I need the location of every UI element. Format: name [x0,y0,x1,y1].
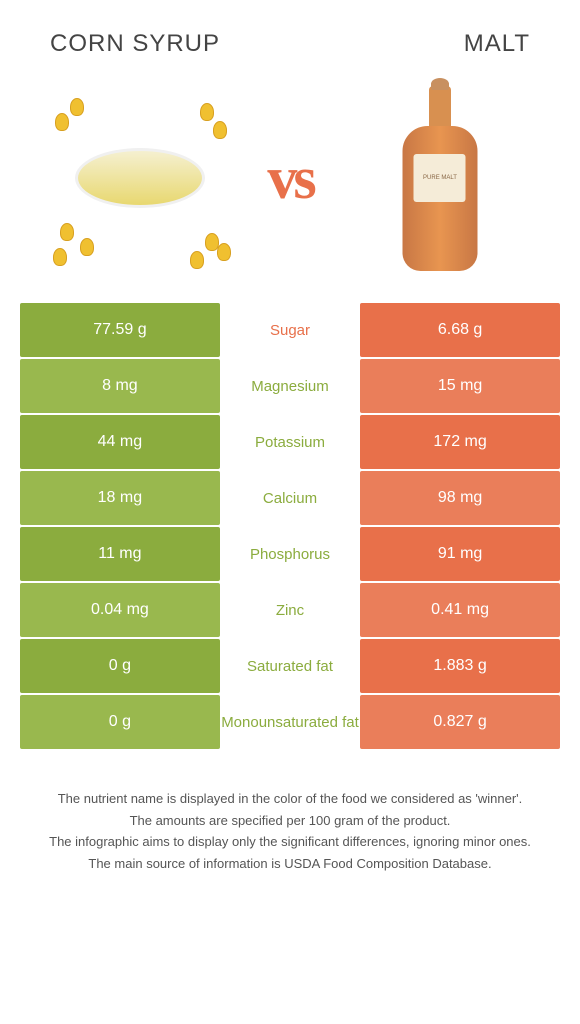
malt-bottle-icon: PURE MALT [402,86,477,271]
footer-line-1: The nutrient name is displayed in the co… [30,789,550,809]
table-row: 18 mgCalcium98 mg [20,471,560,525]
right-value: 0.41 mg [360,583,560,637]
nutrient-name: Phosphorus [220,527,360,581]
syrup-bowl-icon [75,148,205,208]
right-value: 0.827 g [360,695,560,749]
table-row: 77.59 gSugar6.68 g [20,303,560,357]
table-row: 0.04 mgZinc0.41 mg [20,583,560,637]
left-value: 18 mg [20,471,220,525]
bottle-label-text: PURE MALT [414,154,466,202]
nutrient-name: Monounsaturated fat [220,695,360,749]
table-row: 0 gMonounsaturated fat0.827 g [20,695,560,749]
nutrient-name: Sugar [220,303,360,357]
footer-line-4: The main source of information is USDA F… [30,854,550,874]
header-row: CORN SYRUP MALT [20,30,560,58]
vs-label: vs [267,144,312,213]
malt-image: PURE MALT [345,83,535,273]
table-row: 44 mgPotassium172 mg [20,415,560,469]
right-value: 6.68 g [360,303,560,357]
left-value: 77.59 g [20,303,220,357]
table-row: 11 mgPhosphorus91 mg [20,527,560,581]
left-product-title: CORN SYRUP [50,30,220,58]
footer-notes: The nutrient name is displayed in the co… [20,789,560,873]
product-images-row: vs PURE MALT [20,83,560,273]
left-value: 11 mg [20,527,220,581]
right-value: 172 mg [360,415,560,469]
left-value: 0 g [20,695,220,749]
footer-line-2: The amounts are specified per 100 gram o… [30,811,550,831]
nutrient-name: Potassium [220,415,360,469]
right-product-title: MALT [464,30,530,58]
corn-syrup-image [45,83,235,273]
comparison-table: 77.59 gSugar6.68 g8 mgMagnesium15 mg44 m… [20,303,560,749]
left-value: 0.04 mg [20,583,220,637]
right-value: 1.883 g [360,639,560,693]
nutrient-name: Saturated fat [220,639,360,693]
right-value: 98 mg [360,471,560,525]
left-value: 0 g [20,639,220,693]
nutrient-name: Calcium [220,471,360,525]
nutrient-name: Magnesium [220,359,360,413]
right-value: 91 mg [360,527,560,581]
table-row: 8 mgMagnesium15 mg [20,359,560,413]
table-row: 0 gSaturated fat1.883 g [20,639,560,693]
left-value: 8 mg [20,359,220,413]
nutrient-name: Zinc [220,583,360,637]
left-value: 44 mg [20,415,220,469]
footer-line-3: The infographic aims to display only the… [30,832,550,852]
right-value: 15 mg [360,359,560,413]
